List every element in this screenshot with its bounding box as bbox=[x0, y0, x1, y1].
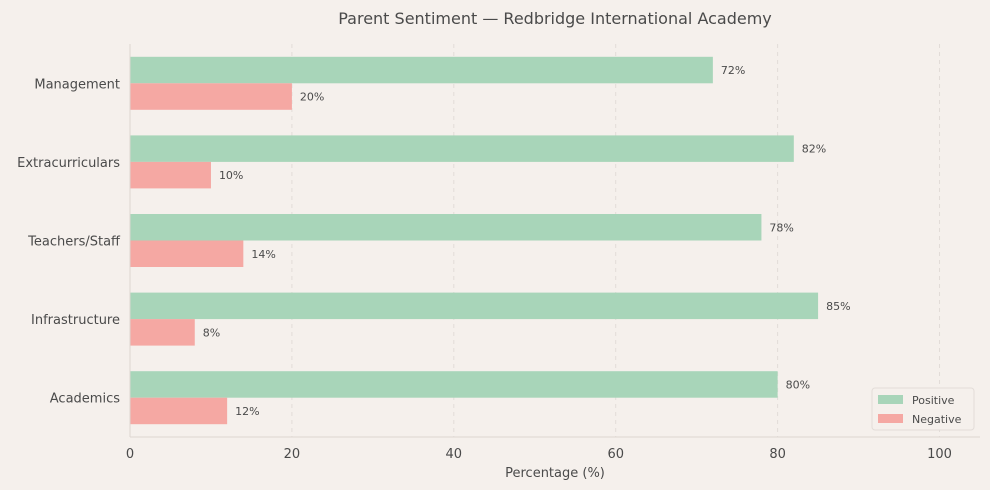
bar-positive bbox=[130, 371, 778, 398]
bar-positive bbox=[130, 292, 819, 320]
data-label: 20% bbox=[300, 91, 324, 104]
x-tick-label: 20 bbox=[284, 447, 301, 462]
x-tick-label: 80 bbox=[769, 447, 786, 462]
data-label: 82% bbox=[802, 143, 826, 156]
bar-negative bbox=[130, 240, 244, 267]
legend-swatch bbox=[878, 395, 903, 404]
data-label: 85% bbox=[826, 300, 850, 313]
data-label: 10% bbox=[219, 169, 243, 182]
bars: 72% 20% 82% 10% 78% 14% 85% 8% 80% 12% bbox=[130, 56, 851, 425]
x-axis-label: Percentage (%) bbox=[505, 466, 605, 481]
category-label: Infrastructure bbox=[31, 313, 120, 328]
legend-swatch bbox=[878, 414, 903, 423]
axes: 0 20 40 60 80 100 Management Extracurriculars Te… bbox=[17, 44, 980, 462]
bar-positive bbox=[130, 214, 762, 241]
bar-positive bbox=[130, 135, 794, 162]
category-label: Teachers/Staff bbox=[27, 235, 121, 250]
bar-positive bbox=[130, 56, 713, 84]
bar-negative bbox=[130, 161, 211, 189]
legend-label: Negative bbox=[912, 413, 962, 426]
category-label: Extracurriculars bbox=[17, 156, 120, 171]
data-label: 14% bbox=[251, 248, 275, 261]
bar-negative bbox=[130, 319, 195, 346]
category-label: Academics bbox=[50, 392, 120, 407]
data-label: 12% bbox=[235, 405, 259, 418]
bar-negative bbox=[130, 83, 292, 110]
data-label: 72% bbox=[721, 64, 745, 77]
x-tick-label: 100 bbox=[927, 447, 952, 462]
chart-title: Parent Sentiment — Redbridge Internation… bbox=[338, 9, 772, 28]
x-tick-label: 0 bbox=[126, 447, 134, 462]
data-label: 78% bbox=[769, 221, 793, 234]
legend-label: Positive bbox=[912, 394, 955, 407]
data-label: 80% bbox=[786, 378, 810, 391]
x-tick-label: 60 bbox=[607, 447, 624, 462]
data-label: 8% bbox=[203, 326, 220, 339]
bar-negative bbox=[130, 397, 228, 425]
legend: Positive Negative bbox=[871, 387, 975, 431]
x-tick-label: 40 bbox=[446, 447, 463, 462]
category-label: Management bbox=[34, 77, 120, 92]
